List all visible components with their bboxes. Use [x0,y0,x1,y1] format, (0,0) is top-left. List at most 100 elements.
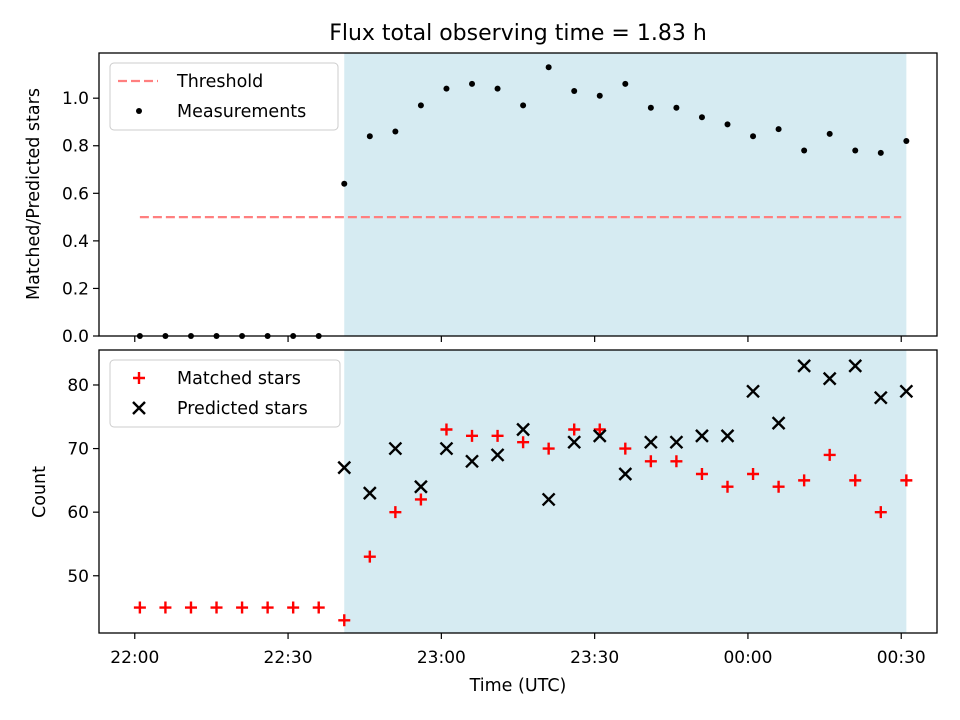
matched-stars-point [338,614,351,627]
legend-box-top [109,62,339,131]
predicted-stars-point [516,422,530,437]
matched-stars-point [772,480,785,493]
legend-label: Predicted stars [177,399,308,419]
axes-frame-top [98,52,938,337]
measurements-point [877,149,884,156]
measurements-point [724,121,731,128]
matched-stars-point [670,455,683,468]
matched-stars-point [184,601,197,614]
observing-span-top [344,53,907,336]
predicted-stars-point [337,460,352,475]
predicted-stars-point [644,435,658,450]
y-tick-label-bottom: 70 [67,440,89,460]
legend-box-bottom [109,359,341,428]
matched-stars-point [900,474,913,487]
predicted-stars-point [388,441,403,456]
chart-title: Flux total observing time = 1.83 h [329,21,707,46]
measurements-point [673,104,680,111]
matched-stars-point [287,601,300,614]
measurements-point [622,80,629,87]
x-tick-label: 22:00 [110,648,159,668]
predicted-stars-point [414,479,428,494]
legend-label: Threshold [176,72,263,92]
matched-stars-point [849,474,862,487]
predicted-stars-point [822,371,837,386]
matched-stars-point [874,506,887,519]
y-tick-label-bottom: 60 [67,503,89,523]
measurements-point [417,102,424,109]
matched-stars-point [721,480,734,493]
matched-stars-point [517,436,530,449]
x-tick-label: 22:30 [264,648,313,668]
y-tick-label-top: 1.0 [62,89,89,109]
measurements-point [801,147,808,154]
legend-label: Matched stars [177,369,301,389]
matched-stars-point [261,601,274,614]
measurements-point [826,130,833,137]
ratio-panel: 0.0 0.2 0.4 0.6 0.8 1.0 Threshold Measurements [62,52,938,347]
x-tick-label: 23:00 [417,648,466,668]
measurements-point [852,147,859,154]
predicted-stars-point [592,429,607,443]
legend-label: Measurements [177,102,306,122]
matched-stars-point [363,550,376,563]
legend-swatch-predicted [132,401,146,415]
measurements-point [341,180,348,187]
observing-span-bottom [344,350,907,633]
measurements-point [366,133,373,140]
predicted-stars-point [771,416,786,430]
x-tick-label: 00:30 [877,648,926,668]
predicted-stars-point [797,359,811,373]
measurements-point [545,64,552,71]
predicted-stars-point [695,429,709,443]
matched-stars-point [747,468,760,481]
measurements-point [698,114,705,121]
y-tick-label-top: 0.0 [62,327,89,347]
y-tick-label-top: 0.8 [62,137,89,157]
matched-stars-point [133,601,146,614]
axes-frame-bottom [98,349,938,634]
y-tick-label-top: 0.6 [62,184,89,204]
matched-stars-point [823,448,836,461]
predicted-stars-point [541,492,556,507]
y-tick-label-bottom: 50 [67,567,89,587]
y-tick-label-top: 0.2 [62,279,89,299]
legend-bottom: Matched stars Predicted stars [109,359,341,428]
measurements-point [775,126,782,133]
matched-stars-point [593,423,606,436]
predicted-stars-point [899,384,914,399]
measurements-point [469,80,476,87]
predicted-stars-point [848,359,863,373]
measurements-point [750,133,757,140]
predicted-stars-point [490,448,505,462]
measurements-point [647,104,654,111]
predicted-stars-point [873,390,888,405]
matched-stars-point [389,506,402,519]
measurements-point [494,85,501,92]
matched-stars-point [619,442,632,455]
matched-stars-point [440,423,453,436]
y-tick-label-bottom: 80 [67,376,89,396]
matched-stars-point [210,601,223,614]
legend-swatch-measurements [136,108,142,114]
matched-stars-point [542,442,555,455]
matched-stars-point [644,455,657,468]
measurements-point [443,85,450,92]
y-axis-label-top: Matched/Predicted stars [24,88,44,300]
x-tick-label: 23:30 [570,648,619,668]
predicted-stars-point [618,467,633,481]
matched-stars-point [466,429,479,442]
measurements-point [520,102,527,109]
measurements-point [903,137,910,144]
matched-stars-point [568,423,581,436]
y-axis-label-bottom: Count [30,466,50,518]
predicted-stars-point [439,441,454,456]
matched-stars-point [414,493,427,506]
x-tick-label: 00:00 [723,648,772,668]
legend-swatch-matched [133,372,145,384]
predicted-stars-point [746,384,760,399]
predicted-stars-point [720,429,735,443]
matched-stars-point [798,474,811,487]
count-panel: 50 60 70 80 22:00 22:30 23:00 23:30 00:00 00:30 Ma… [67,349,938,668]
